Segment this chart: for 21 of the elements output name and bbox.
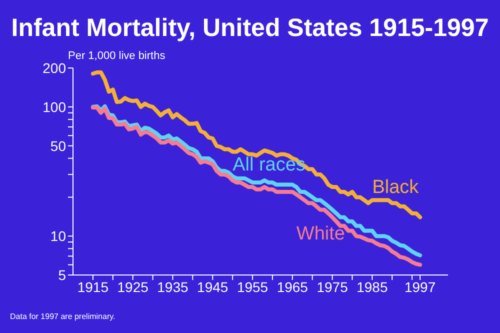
series-label: All races	[232, 154, 306, 176]
y-axis-title: Per 1,000 live births	[68, 50, 166, 62]
x-tick-label: 1955	[236, 278, 268, 295]
y-tick-label: 10	[50, 228, 66, 244]
x-tick-label: 1975	[316, 278, 348, 295]
series-label: White	[296, 223, 345, 244]
series-label: Black	[372, 177, 420, 198]
x-tick-label: 1935	[157, 278, 189, 295]
x-tick-label: 1985	[356, 278, 388, 295]
x-tick-label: 1915	[77, 278, 109, 295]
x-tick-label: 1925	[117, 278, 149, 295]
y-tick-label: 200	[42, 60, 66, 76]
x-tick-label: 1965	[276, 278, 308, 295]
y-tick-label: 5	[58, 266, 66, 283]
x-tick-label: 1997	[404, 278, 436, 295]
x-tick-label: 1945	[197, 278, 228, 295]
y-tick-label: 50	[50, 138, 66, 154]
chart-title: Infant Mortality, United States 1915-1997	[10, 14, 490, 43]
text: Data for 1997 are preliminary.	[10, 312, 116, 321]
y-tick-label: 100	[42, 98, 66, 115]
line-series	[90, 70, 422, 220]
